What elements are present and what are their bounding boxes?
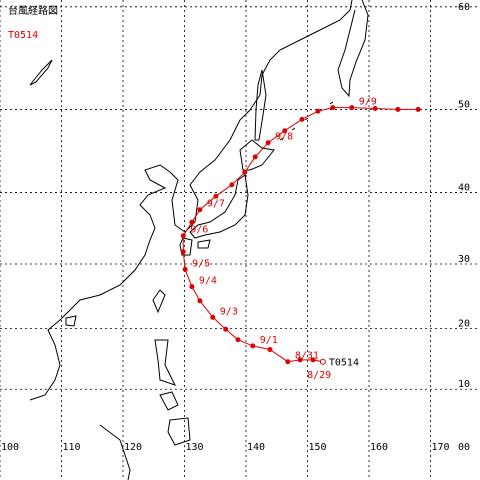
honshu [189, 174, 249, 239]
track-point [250, 343, 256, 349]
track-point [210, 314, 216, 320]
taiwan [152, 289, 166, 314]
kyushu [179, 237, 193, 256]
track-point [299, 116, 305, 122]
lon-label: 130 [186, 442, 204, 453]
typhoon-id: T0514 [8, 30, 38, 41]
track-point [372, 106, 378, 112]
date-label: 9/9 [359, 97, 377, 108]
lon-label: 150 [309, 442, 327, 453]
track-point [282, 128, 288, 134]
track-point [229, 182, 235, 188]
track-point [189, 284, 195, 290]
track-start-label: T0514 [329, 358, 359, 369]
date-label: 9/7 [207, 199, 225, 210]
track-point [330, 105, 336, 111]
track-point [180, 233, 186, 239]
track-point [349, 105, 355, 111]
track-point [252, 154, 258, 160]
lon-label: 160 [370, 442, 388, 453]
track-point [285, 359, 291, 365]
kuril-islands [279, 101, 334, 141]
date-label: 9/8 [275, 132, 293, 143]
track-point [267, 347, 273, 353]
track-point [297, 357, 303, 363]
lat-label: 10 [458, 379, 470, 390]
date-label: 9/4 [199, 276, 217, 287]
map-title: 台風経路図 [8, 4, 58, 17]
lat-label: 40 [458, 182, 470, 193]
track-point [213, 193, 219, 199]
track-point [182, 266, 188, 272]
date-label: 8/31 [295, 351, 319, 362]
track-point [197, 298, 203, 304]
date-label: 9/6 [190, 225, 208, 236]
kamchatka [337, 0, 369, 98]
lon-label: 120 [124, 442, 142, 453]
lat-label: 60 [458, 2, 470, 13]
lon-label: 00 [458, 442, 470, 453]
lat-label: 30 [458, 254, 470, 265]
track-point [315, 108, 321, 114]
shikoku [197, 239, 211, 249]
date-label: 9/3 [220, 306, 238, 317]
borneo [99, 424, 131, 480]
lon-label: 140 [247, 442, 265, 453]
track-point [395, 106, 401, 112]
mainland-coast [29, 0, 353, 401]
track-point [415, 106, 421, 112]
track-point [319, 358, 326, 365]
track-point [310, 357, 316, 363]
coastlines [29, 0, 369, 480]
lon-label: 100 [1, 442, 19, 453]
track-point [265, 140, 271, 146]
date-label: 8/29 [307, 370, 331, 381]
track-point [235, 337, 241, 343]
sakhalin [254, 69, 267, 141]
track-point [180, 249, 186, 255]
lon-label: 170 [432, 442, 450, 453]
track-point [223, 326, 229, 332]
track-point [197, 207, 203, 213]
track-point [242, 169, 248, 175]
visayas [159, 391, 179, 411]
lat-label: 50 [458, 99, 470, 110]
date-label: 9/1 [260, 335, 278, 346]
lat-label: 20 [458, 319, 470, 330]
mindanao [167, 417, 191, 446]
date-label: 9/5 [192, 258, 210, 269]
hainan [65, 315, 77, 327]
lon-label: 110 [63, 442, 81, 453]
lake [29, 59, 53, 86]
luzon [154, 339, 176, 386]
track-point [189, 219, 195, 225]
